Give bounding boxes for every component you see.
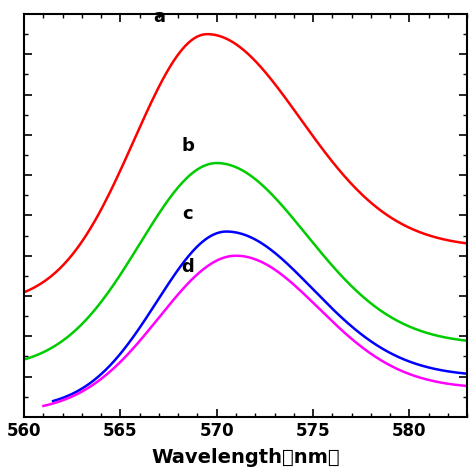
Text: b: b <box>182 137 194 155</box>
Text: d: d <box>182 258 194 276</box>
Text: a: a <box>153 8 165 26</box>
Text: c: c <box>182 206 193 223</box>
X-axis label: Wavelength（nm）: Wavelength（nm） <box>151 448 340 467</box>
